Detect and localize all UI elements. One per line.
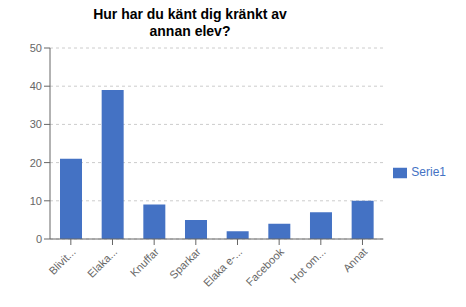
html-text:Serie1: Serie1 [411, 165, 446, 180]
svg-text:50: 50 [30, 42, 42, 54]
html-text:Hur har du känt dig kränkt av: Hur har du känt dig kränkt av [93, 6, 287, 22]
svg-text:Annat: Annat [341, 245, 370, 274]
svg-text:Blivit...: Blivit... [46, 245, 77, 276]
svg-text:Sparkar: Sparkar [167, 245, 203, 281]
svg-text:10: 10 [30, 195, 42, 207]
svg-text:Knuffar: Knuffar [128, 245, 162, 279]
svg-text:Elaka...: Elaka... [85, 245, 119, 279]
svg-text:30: 30 [30, 118, 42, 130]
svg-text:Hot om...: Hot om... [288, 245, 328, 285]
svg-text:Facebook: Facebook [243, 245, 286, 288]
svg-text:20: 20 [30, 157, 42, 169]
html-text:annan elev?: annan elev? [149, 23, 231, 39]
svg-text:Elaka e-...: Elaka e-... [201, 245, 245, 289]
svg-text:0: 0 [36, 233, 42, 245]
svg-text:40: 40 [30, 80, 42, 92]
